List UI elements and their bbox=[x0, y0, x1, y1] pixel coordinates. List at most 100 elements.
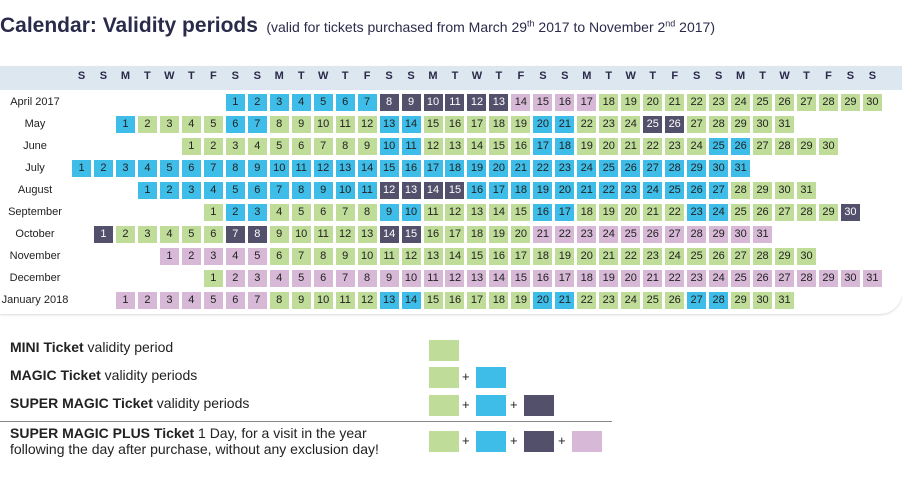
day-cell: 13 bbox=[466, 269, 488, 288]
day-cell: 13 bbox=[378, 115, 400, 134]
ticket-description: validity periods bbox=[100, 367, 198, 383]
day-cell: 11 bbox=[356, 181, 378, 200]
day-cell: 12 bbox=[356, 115, 378, 134]
month-label: April 2017 bbox=[10, 96, 60, 108]
day-cell: 27 bbox=[686, 115, 708, 134]
day-cell: 16 bbox=[532, 269, 554, 288]
day-cell: 3 bbox=[268, 93, 290, 112]
day-cell: 28 bbox=[708, 291, 730, 310]
day-cell: 23 bbox=[708, 93, 730, 112]
day-cell: 19 bbox=[598, 203, 620, 222]
day-cell: 1 bbox=[71, 159, 92, 178]
legend-swatch-blue bbox=[476, 431, 506, 452]
day-cell: 17 bbox=[554, 269, 576, 288]
weekday-label: W bbox=[317, 70, 329, 82]
day-cell: 5 bbox=[312, 93, 334, 112]
month-label: May bbox=[24, 118, 46, 130]
day-cell: 2 bbox=[92, 159, 114, 178]
day-cell: 14 bbox=[422, 181, 444, 200]
day-cell: 28 bbox=[796, 269, 817, 288]
day-cell: 20 bbox=[488, 159, 510, 178]
day-cell: 14 bbox=[488, 269, 510, 288]
day-cell: 17 bbox=[532, 137, 554, 156]
day-cell: 22 bbox=[642, 137, 664, 156]
day-cell: 14 bbox=[510, 93, 532, 112]
legend-divider bbox=[0, 421, 612, 422]
day-cell: 20 bbox=[620, 203, 642, 222]
ticket-description-line2: following the day after purchase, withou… bbox=[10, 441, 379, 457]
day-cell: 22 bbox=[598, 181, 620, 200]
day-cell: 12 bbox=[444, 203, 466, 222]
day-cell: 12 bbox=[356, 291, 378, 310]
day-cell: 20 bbox=[642, 93, 664, 112]
title-subtitle: (valid for tickets purchased from March … bbox=[266, 18, 715, 35]
day-cell: 25 bbox=[708, 137, 730, 156]
weekday-label: T bbox=[605, 70, 613, 82]
day-cell: 13 bbox=[422, 247, 444, 266]
day-cell: 30 bbox=[861, 93, 883, 112]
day-cell: 7 bbox=[246, 291, 268, 310]
day-cell: 28 bbox=[708, 115, 730, 134]
day-cell: 20 bbox=[532, 291, 554, 310]
day-cell: 25 bbox=[620, 225, 642, 244]
day-cell: 23 bbox=[576, 225, 598, 244]
day-cell: 1 bbox=[202, 269, 224, 288]
day-cell: 10 bbox=[312, 291, 334, 310]
weekday-label: S bbox=[692, 70, 701, 82]
ticket-description: 1 Day, for a visit in the year bbox=[194, 425, 367, 441]
day-cell: 24 bbox=[708, 269, 730, 288]
day-cell: 9 bbox=[356, 137, 378, 156]
day-cell: 4 bbox=[136, 159, 158, 178]
day-cell: 4 bbox=[180, 291, 202, 310]
day-cell: 12 bbox=[422, 137, 444, 156]
day-cell: 6 bbox=[268, 247, 290, 266]
day-cell: 29 bbox=[817, 203, 839, 222]
day-cell: 12 bbox=[466, 93, 488, 112]
day-cell: 26 bbox=[686, 181, 708, 200]
day-cell: 17 bbox=[576, 93, 598, 112]
day-cell: 2 bbox=[246, 93, 268, 112]
day-cell: 15 bbox=[488, 137, 510, 156]
day-cell: 19 bbox=[488, 225, 510, 244]
day-cell: 25 bbox=[730, 269, 752, 288]
day-cell: 30 bbox=[774, 181, 796, 200]
day-cell: 18 bbox=[510, 181, 532, 200]
day-cell: 25 bbox=[642, 115, 664, 134]
day-cell: 18 bbox=[576, 269, 598, 288]
day-cell: 7 bbox=[334, 269, 356, 288]
day-cell: 19 bbox=[532, 181, 554, 200]
day-cell: 21 bbox=[510, 159, 532, 178]
day-cell: 2 bbox=[114, 225, 136, 244]
weekday-label: M bbox=[120, 70, 131, 82]
day-cell: 7 bbox=[268, 181, 290, 200]
day-cell: 25 bbox=[686, 247, 708, 266]
day-cell: 22 bbox=[664, 203, 686, 222]
day-cell: 4 bbox=[268, 269, 290, 288]
title-main: Calendar: Validity periods bbox=[0, 14, 258, 37]
day-cell: 10 bbox=[422, 93, 444, 112]
day-cell: 16 bbox=[488, 247, 510, 266]
day-cell: 2 bbox=[136, 291, 158, 310]
day-cell: 17 bbox=[510, 247, 532, 266]
day-cell: 28 bbox=[796, 203, 817, 222]
day-cell: 17 bbox=[466, 115, 488, 134]
day-cell: 21 bbox=[532, 225, 554, 244]
page-title: Calendar: Validity periods (valid for ti… bbox=[0, 14, 715, 38]
day-cell: 16 bbox=[422, 225, 444, 244]
legend-row: SUPER MAGIC Ticket validity periods bbox=[10, 395, 249, 411]
day-cell: 1 bbox=[158, 247, 180, 266]
day-cell: 16 bbox=[400, 159, 422, 178]
day-cell: 19 bbox=[510, 291, 532, 310]
day-cell: 5 bbox=[268, 137, 290, 156]
day-cell: 26 bbox=[708, 247, 730, 266]
day-cell: 18 bbox=[554, 137, 576, 156]
day-cell: 4 bbox=[158, 225, 180, 244]
legend-row: MAGIC Ticket validity periods bbox=[10, 367, 197, 383]
day-cell: 21 bbox=[598, 247, 620, 266]
day-cell: 15 bbox=[444, 181, 466, 200]
day-cell: 31 bbox=[774, 291, 796, 310]
day-cell: 9 bbox=[378, 203, 400, 222]
day-cell: 17 bbox=[488, 181, 510, 200]
day-cell: 6 bbox=[312, 203, 334, 222]
day-cell: 29 bbox=[730, 115, 752, 134]
